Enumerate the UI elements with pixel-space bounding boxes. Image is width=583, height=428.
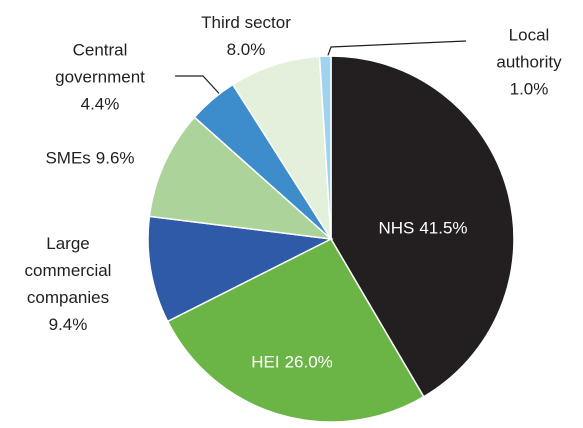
slice-label: Central government 4.4%: [44, 37, 156, 118]
value-label: 9.4%: [48, 315, 88, 334]
slice-label: Third sector 8.0%: [176, 9, 316, 63]
category-label: Large commercial companies: [24, 234, 112, 307]
value-label: 41.5%: [419, 218, 468, 238]
value-label: 1.0%: [509, 79, 549, 99]
slice-label: SMEs 9.6%: [25, 145, 155, 172]
pie-slice: [147, 215, 334, 323]
pie-slice: [166, 238, 425, 423]
category-label: SMEs: [45, 148, 91, 168]
pie-slice: [231, 55, 332, 240]
category-label: Third sector: [201, 13, 291, 32]
slice-label: HEI 26.0%: [212, 349, 372, 376]
slice-label: Large commercial companies 9.4%: [16, 230, 121, 338]
value-label: 8.0%: [226, 40, 266, 59]
value-label: 4.4%: [80, 94, 120, 114]
category-label: Central government: [55, 40, 145, 87]
category-label: NHS: [378, 218, 415, 238]
pie-slice: [330, 55, 515, 398]
category-label: Local authority: [496, 25, 562, 72]
slice-label: NHS 41.5%: [343, 215, 503, 242]
slice-label: Local authority 1.0%: [483, 22, 575, 103]
value-label: 26.0%: [284, 352, 333, 372]
pie-slice: [318, 55, 332, 240]
leader-line: [326, 40, 467, 59]
value-label: 9.6%: [95, 148, 135, 168]
leader-line: [175, 75, 227, 102]
pie-slice: [148, 116, 334, 241]
category-label: HEI: [251, 352, 280, 372]
